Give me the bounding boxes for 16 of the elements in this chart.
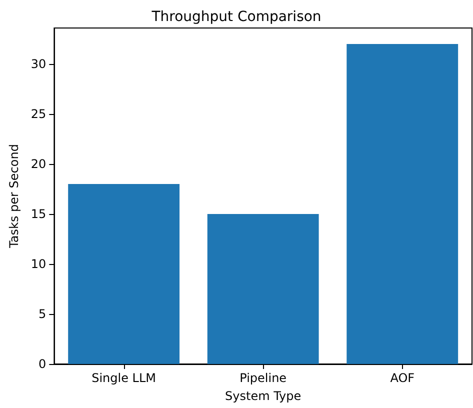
bar <box>346 44 458 364</box>
y-tick-label: 20 <box>30 157 46 171</box>
x-tick-label: Single LLM <box>92 371 156 385</box>
bar <box>68 184 180 364</box>
y-tick-label: 5 <box>38 307 46 321</box>
y-tick-label: 0 <box>38 357 46 371</box>
y-tick-label: 25 <box>30 107 46 121</box>
y-axis-title: Tasks per Second <box>7 144 21 249</box>
x-axis-title: System Type <box>225 389 302 403</box>
y-tick-label: 10 <box>30 257 46 271</box>
y-tick-label: 15 <box>30 207 46 221</box>
x-tick-label: AOF <box>390 371 415 385</box>
chart-title: Throughput Comparison <box>150 9 322 25</box>
bar <box>207 214 319 364</box>
x-tick-label: Pipeline <box>240 371 287 385</box>
y-tick-label: 30 <box>30 57 46 71</box>
